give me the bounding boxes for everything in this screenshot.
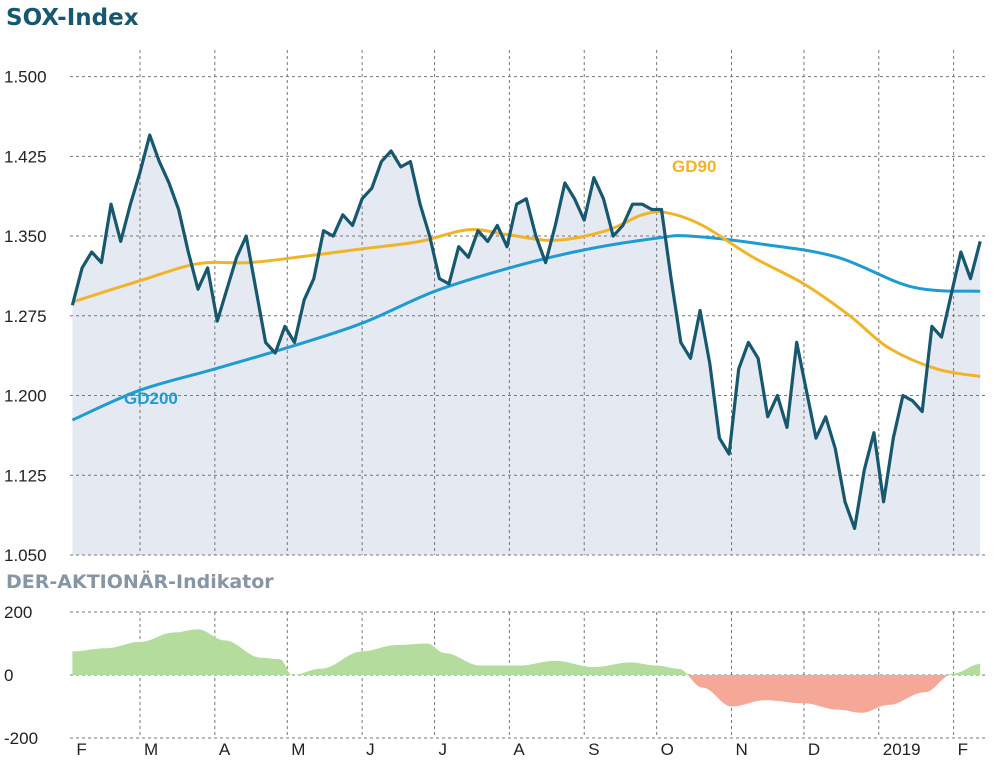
gd90-series-label: GD90 [672, 157, 716, 176]
indicator-y-tick-label: 0 [4, 666, 13, 685]
gd90-line [71, 210, 981, 378]
x-tick-label: F [76, 740, 86, 759]
main-y-tick-label: 1.350 [4, 227, 47, 246]
x-tick-label: D [808, 740, 820, 759]
indicator-plot: 200 0 -200 F M A M J J A S O N D 2019 F [4, 603, 985, 759]
x-tick-label: J [439, 740, 448, 759]
x-tick-label: A [513, 740, 525, 759]
main-y-tick-label: 1.050 [4, 546, 47, 565]
x-tick-label: 2019 [883, 740, 921, 759]
x-tick-label: M [291, 740, 305, 759]
main-y-tick-label: 1.500 [4, 68, 47, 87]
indicator-positive-area [72, 629, 981, 675]
x-tick-label: N [736, 740, 748, 759]
x-tick-label: A [219, 740, 231, 759]
indicator-y-ticks: 200 0 -200 [4, 603, 38, 748]
main-y-tick-label: 1.275 [4, 307, 47, 326]
main-y-ticks: 1.500 1.425 1.350 1.275 1.200 1.125 1.050 [4, 68, 47, 565]
x-tick-label: O [661, 740, 674, 759]
main-plot: 1.500 1.425 1.350 1.275 1.200 1.125 1.050 GD90… [4, 50, 985, 565]
main-y-tick-label: 1.425 [4, 147, 47, 166]
indicator-negative-area [72, 675, 981, 713]
main-y-tick-label: 1.125 [4, 466, 47, 485]
x-tick-label: J [366, 740, 375, 759]
indicator-y-tick-label: 200 [4, 603, 32, 622]
price-line [70, 133, 982, 530]
main-y-tick-label: 1.200 [4, 387, 47, 406]
price-area-fill [72, 135, 981, 555]
chart-title: SOX-Index [6, 5, 139, 31]
indicator-title: DER-AKTIONÄR-Indikator [6, 569, 274, 593]
gd200-series-label: GD200 [124, 389, 178, 408]
x-tick-label: S [588, 740, 599, 759]
x-tick-label: F [958, 740, 968, 759]
x-axis-ticks: F M A M J J A S O N D 2019 F [76, 740, 968, 759]
x-tick-label: M [144, 740, 158, 759]
indicator-y-tick-label: -200 [4, 729, 38, 748]
